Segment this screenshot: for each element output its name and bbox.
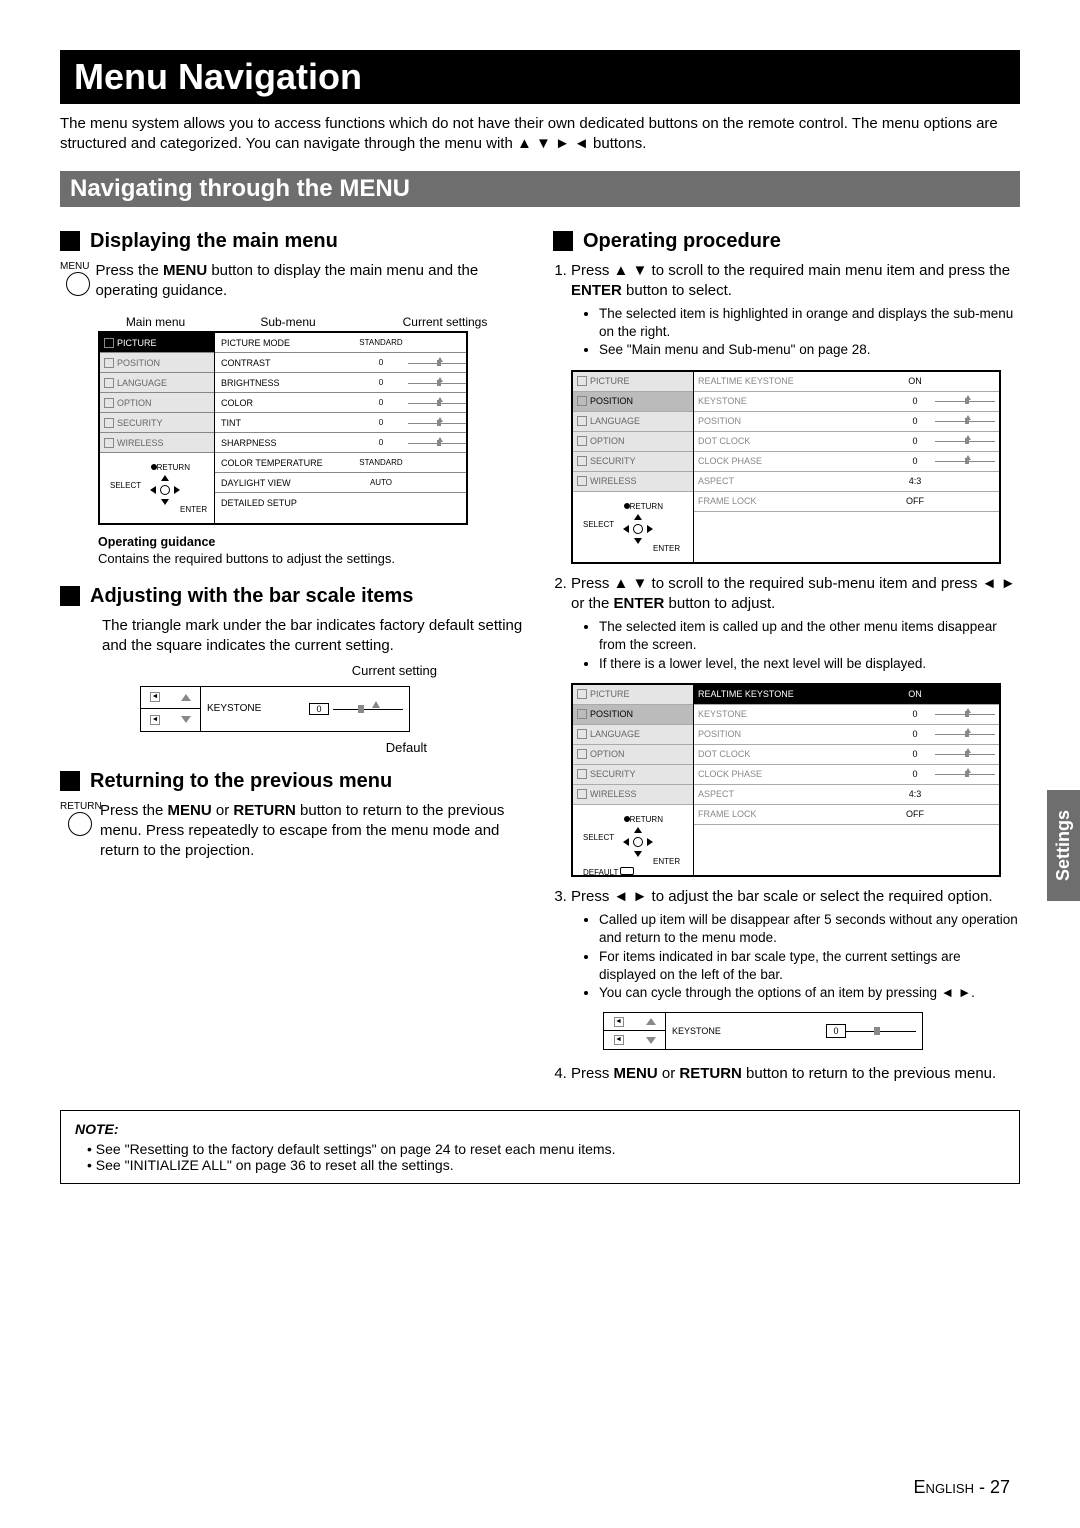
- operating-guidance-head: Operating guidance: [98, 535, 527, 549]
- bar-item-value: 0: [309, 703, 329, 715]
- circle-button-icon: [66, 272, 90, 296]
- square-bullet-icon: [60, 231, 80, 251]
- note-heading: NOTE:: [75, 1121, 1005, 1137]
- square-bullet-icon: [60, 771, 80, 791]
- display-main-text: Press the MENU button to display the mai…: [95, 261, 527, 302]
- step3-bullet-3: You can cycle through the options of an …: [599, 984, 1020, 1002]
- intro-text: The menu system allows you to access fun…: [60, 114, 1020, 155]
- footer-language: English: [914, 1477, 974, 1497]
- subhead-display-main: Displaying the main menu: [60, 229, 527, 253]
- returning-text: Press the MENU or RETURN button to retur…: [100, 801, 527, 862]
- circle-button-icon: [68, 812, 92, 836]
- right-column: Operating procedure Press ▲ ▼ to scroll …: [553, 221, 1020, 1091]
- note-box: NOTE: See "Resetting to the factory defa…: [60, 1110, 1020, 1184]
- strip-item: KEYSTONE: [672, 1025, 826, 1037]
- step1-bullet-1: The selected item is highlighted in oran…: [599, 305, 1020, 341]
- label-sub-menu: Sub-menu: [213, 315, 363, 329]
- subhead-operating: Operating procedure: [553, 229, 1020, 253]
- square-bullet-icon: [60, 586, 80, 606]
- osd-diagram-step1: PICTUREPOSITIONLANGUAGEOPTIONSECURITYWIR…: [571, 370, 1001, 564]
- osd-diagram-step2: PICTUREPOSITIONLANGUAGEOPTIONSECURITYWIR…: [571, 683, 1001, 877]
- left-column: Displaying the main menu MENU Press the …: [60, 221, 527, 1091]
- step-3: Press ◄ ► to adjust the bar scale or sel…: [571, 887, 1020, 1050]
- note-1: See "Resetting to the factory default se…: [87, 1141, 1005, 1157]
- section-header: Navigating through the MENU: [60, 171, 1020, 207]
- osd-diagram-main: Main menu Sub-menu Current settings PICT…: [98, 315, 527, 525]
- step2-bullet-1: The selected item is called up and the o…: [599, 618, 1020, 654]
- menu-button-icon: MENU: [60, 261, 95, 302]
- operating-guidance-text: Contains the required buttons to adjust …: [98, 551, 527, 566]
- step3-bullet-2: For items indicated in bar scale type, t…: [599, 948, 1020, 984]
- bar-item-name: KEYSTONE: [207, 703, 309, 714]
- label-main-menu: Main menu: [98, 315, 213, 329]
- strip-value: 0: [826, 1024, 846, 1038]
- step3-bullet-1: Called up item will be disappear after 5…: [599, 911, 1020, 947]
- subhead-operating-text: Operating procedure: [583, 229, 781, 253]
- osd-main-list: PICTUREPOSITIONLANGUAGEOPTIONSECURITYWIR…: [100, 333, 215, 523]
- note-2: See "INITIALIZE ALL" on page 36 to reset…: [87, 1157, 1005, 1173]
- return-button-icon: RETURN: [60, 801, 100, 862]
- keystone-strip: ◄ ◄ KEYSTONE 0: [603, 1012, 923, 1050]
- current-setting-label: Current setting: [60, 663, 437, 678]
- subhead-returning-text: Returning to the previous menu: [90, 769, 392, 793]
- operating-procedure-list: Press ▲ ▼ to scroll to the required main…: [571, 261, 1020, 1085]
- square-bullet-icon: [553, 231, 573, 251]
- subhead-adjusting: Adjusting with the bar scale items: [60, 584, 527, 608]
- return-button-label: RETURN: [60, 801, 94, 812]
- step-2: Press ▲ ▼ to scroll to the required sub-…: [571, 574, 1020, 877]
- side-tab-settings: Settings: [1047, 790, 1080, 901]
- subhead-returning: Returning to the previous menu: [60, 769, 527, 793]
- subhead-display-main-text: Displaying the main menu: [90, 229, 338, 253]
- step-1: Press ▲ ▼ to scroll to the required main…: [571, 261, 1020, 564]
- label-current-settings: Current settings: [363, 315, 527, 329]
- step-4: Press MENU or RETURN button to return to…: [571, 1064, 1020, 1084]
- adjusting-text: The triangle mark under the bar indicate…: [102, 616, 527, 657]
- page-footer: English - 27: [914, 1477, 1010, 1498]
- subhead-adjusting-text: Adjusting with the bar scale items: [90, 584, 413, 608]
- page-title: Menu Navigation: [60, 50, 1020, 104]
- footer-page-number: 27: [990, 1477, 1010, 1497]
- menu-button-label: MENU: [60, 261, 89, 272]
- step2-bullet-2: If there is a lower level, the next leve…: [599, 655, 1020, 673]
- osd-sub-list: PICTURE MODESTANDARDCONTRAST0BRIGHTNESS0…: [215, 333, 466, 523]
- bar-scale-diagram: ◄ ◄ KEYSTONE 0: [140, 686, 410, 732]
- step1-bullet-2: See "Main menu and Sub-menu" on page 28.: [599, 341, 1020, 359]
- default-label: Default: [60, 740, 427, 755]
